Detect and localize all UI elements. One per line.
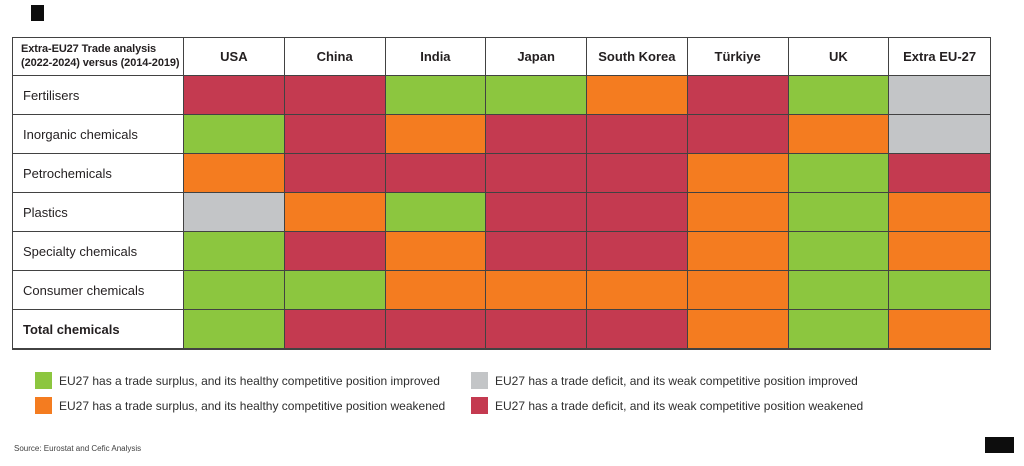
cell-total-chemicals-japan xyxy=(486,310,587,349)
corner-mark-top-left xyxy=(31,5,44,21)
cell-plastics-south-korea xyxy=(587,193,688,232)
legend-item-deficit-weakened: EU27 has a trade deficit, and its weak c… xyxy=(471,397,863,414)
cell-fertilisers-extra-eu-27 xyxy=(889,76,990,115)
column-header-china: China xyxy=(284,38,386,76)
cell-petrochemicals-usa xyxy=(184,154,285,193)
cell-specialty-chemicals-india xyxy=(385,232,487,271)
cell-inorganic-chemicals-extra-eu-27 xyxy=(889,115,990,154)
source-note: Source: Eurostat and Cefic Analysis xyxy=(14,444,142,453)
cell-consumer-chemicals-south-korea xyxy=(587,271,688,310)
cell-inorganic-chemicals-india xyxy=(385,115,487,154)
row-label-specialty-chemicals: Specialty chemicals xyxy=(13,232,184,271)
cell-total-chemicals-uk xyxy=(788,310,890,349)
cell-specialty-chemicals-usa xyxy=(184,232,285,271)
cell-inorganic-chemicals-usa xyxy=(184,115,285,154)
cell-inorganic-chemicals-japan xyxy=(486,115,587,154)
trade-analysis-table: Extra-EU27 Trade analysis (2022-2024) ver… xyxy=(12,37,991,350)
cell-plastics-uk xyxy=(788,193,890,232)
cell-consumer-chemicals-extra-eu-27 xyxy=(889,271,990,310)
row-label-fertilisers: Fertilisers xyxy=(13,76,184,115)
cell-fertilisers-japan xyxy=(486,76,587,115)
cell-total-chemicals-usa xyxy=(184,310,285,349)
cell-inorganic-chemicals-t-rkiye xyxy=(687,115,789,154)
cell-fertilisers-china xyxy=(284,76,386,115)
cell-specialty-chemicals-extra-eu-27 xyxy=(889,232,990,271)
cell-plastics-t-rkiye xyxy=(687,193,789,232)
table-title-line: Extra-EU27 Trade analysis xyxy=(21,42,157,55)
column-header-extra-eu-27: Extra EU-27 xyxy=(889,38,990,76)
cell-fertilisers-t-rkiye xyxy=(687,76,789,115)
cell-inorganic-chemicals-south-korea xyxy=(587,115,688,154)
cell-consumer-chemicals-japan xyxy=(486,271,587,310)
cell-plastics-usa xyxy=(184,193,285,232)
row-label-petrochemicals: Petrochemicals xyxy=(13,154,184,193)
cell-specialty-chemicals-t-rkiye xyxy=(687,232,789,271)
legend-label: EU27 has a trade deficit, and its weak c… xyxy=(495,398,864,413)
legend-item-surplus-weakened: EU27 has a trade surplus, and its health… xyxy=(35,397,445,414)
cell-petrochemicals-south-korea xyxy=(587,154,688,193)
legend-item-deficit-improved: EU27 has a trade deficit, and its weak c… xyxy=(471,372,863,389)
cell-total-chemicals-india xyxy=(385,310,487,349)
cell-consumer-chemicals-china xyxy=(284,271,386,310)
cell-consumer-chemicals-usa xyxy=(184,271,285,310)
corner-mark-bottom-right xyxy=(985,437,1014,453)
row-label-plastics: Plastics xyxy=(13,193,184,232)
cell-petrochemicals-extra-eu-27 xyxy=(889,154,990,193)
row-label-inorganic-chemicals: Inorganic chemicals xyxy=(13,115,184,154)
column-header-usa: USA xyxy=(184,38,285,76)
cell-petrochemicals-japan xyxy=(486,154,587,193)
cell-total-chemicals-t-rkiye xyxy=(687,310,789,349)
cell-total-chemicals-extra-eu-27 xyxy=(889,310,990,349)
column-header-uk: UK xyxy=(788,38,890,76)
cell-total-chemicals-china xyxy=(284,310,386,349)
column-header-japan: Japan xyxy=(486,38,587,76)
cell-fertilisers-india xyxy=(385,76,487,115)
legend-swatch-green xyxy=(35,372,52,389)
legend-column-left: EU27 has a trade surplus, and its health… xyxy=(35,372,445,422)
row-label-consumer-chemicals: Consumer chemicals xyxy=(13,271,184,310)
cell-specialty-chemicals-uk xyxy=(788,232,890,271)
cell-fertilisers-south-korea xyxy=(587,76,688,115)
cell-specialty-chemicals-south-korea xyxy=(587,232,688,271)
cell-consumer-chemicals-uk xyxy=(788,271,890,310)
legend-label: EU27 has a trade surplus, and its health… xyxy=(59,398,446,413)
legend-swatch-gray xyxy=(471,372,488,389)
row-label-total-chemicals: Total chemicals xyxy=(13,310,184,349)
cell-fertilisers-uk xyxy=(788,76,890,115)
table-title-cell: Extra-EU27 Trade analysis (2022-2024) ver… xyxy=(13,38,184,76)
cell-petrochemicals-china xyxy=(284,154,386,193)
cell-specialty-chemicals-japan xyxy=(486,232,587,271)
cell-petrochemicals-india xyxy=(385,154,487,193)
cell-plastics-india xyxy=(385,193,487,232)
cell-plastics-china xyxy=(284,193,386,232)
legend-column-right: EU27 has a trade deficit, and its weak c… xyxy=(471,372,863,422)
cell-fertilisers-usa xyxy=(184,76,285,115)
legend-item-surplus-improved: EU27 has a trade surplus, and its health… xyxy=(35,372,445,389)
cell-consumer-chemicals-india xyxy=(385,271,487,310)
cell-specialty-chemicals-china xyxy=(284,232,386,271)
cell-total-chemicals-south-korea xyxy=(587,310,688,349)
table-title-line: (2022-2024) versus (2014-2019) xyxy=(21,56,180,69)
column-header-t-rkiye: Türkiye xyxy=(687,38,789,76)
cell-petrochemicals-uk xyxy=(788,154,890,193)
legend-swatch-orange xyxy=(35,397,52,414)
legend-swatch-red xyxy=(471,397,488,414)
column-header-south-korea: South Korea xyxy=(587,38,688,76)
cell-plastics-extra-eu-27 xyxy=(889,193,990,232)
cell-plastics-japan xyxy=(486,193,587,232)
cell-petrochemicals-t-rkiye xyxy=(687,154,789,193)
cell-inorganic-chemicals-uk xyxy=(788,115,890,154)
legend-label: EU27 has a trade surplus, and its health… xyxy=(59,373,440,388)
legend-label: EU27 has a trade deficit, and its weak c… xyxy=(495,373,858,388)
column-header-india: India xyxy=(385,38,487,76)
cell-inorganic-chemicals-china xyxy=(284,115,386,154)
cell-consumer-chemicals-t-rkiye xyxy=(687,271,789,310)
